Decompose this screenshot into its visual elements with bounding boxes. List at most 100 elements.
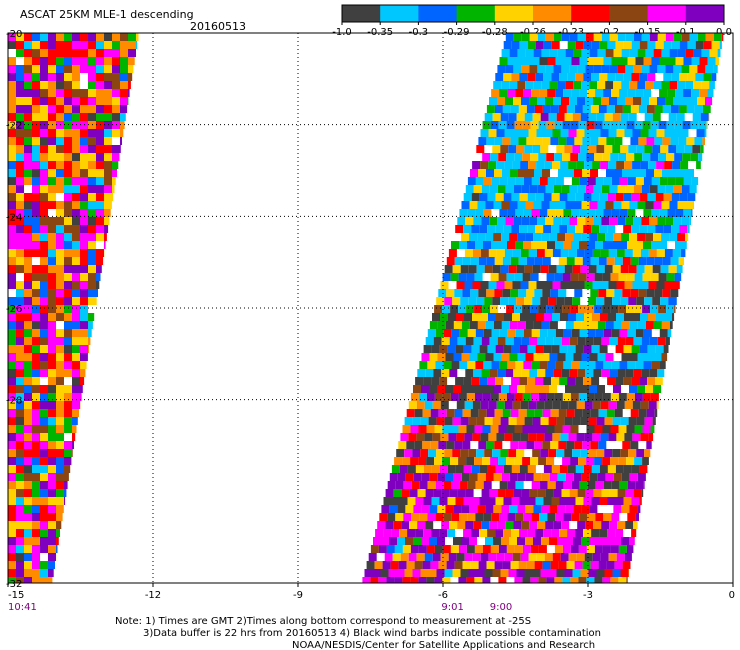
swath-cell [526,561,535,569]
x-tick-label: 0 [729,590,735,601]
swath-cell [72,257,80,265]
swath-cell [624,553,632,561]
time-labels: 10:41 9:01 9:00 [8,602,512,613]
swath-cell [614,561,623,569]
swath-cell [599,73,608,81]
swath-cell [663,345,669,353]
swath-cell [96,265,102,273]
swath-cell [40,577,48,583]
swath-cell [575,377,584,385]
swath-cell [486,561,495,569]
swath-cell [480,313,488,321]
swath-cell [16,65,24,73]
swath-cell [599,529,608,537]
swath-cell [559,345,568,353]
swath-cell [455,345,464,353]
swath-cell [471,497,480,505]
swath-cell [697,97,705,105]
swath-cell [553,33,562,41]
swath-cell [489,97,497,105]
swath-cell [72,41,80,49]
swath-cell [511,193,520,201]
swath-cell [600,161,609,169]
swath-cell [557,353,566,361]
swath-cell [540,449,549,457]
swath-cell [635,513,639,521]
swath-cell [525,505,534,513]
swath-cell [632,313,640,321]
swath-cell [599,225,608,233]
swath-cell [56,241,64,249]
swath-cell [596,145,605,153]
swath-cell [72,161,80,169]
swath-cell [667,57,676,65]
map-grid [8,33,733,583]
swath-cell [80,353,88,361]
swath-cell [558,441,567,449]
swath-cell [40,385,48,393]
swath-cell [492,297,501,305]
swath-cell [48,233,56,241]
swath-cell [504,129,513,137]
swath-cell [24,401,32,409]
swath-cell [485,201,494,209]
swath-cell [48,65,56,73]
swath-cell [620,145,629,153]
swath-cell [417,489,426,497]
swath-cell [488,281,497,289]
swath-cell [88,289,96,297]
swath-cell [627,513,636,521]
swath-cell [598,441,607,449]
swath-cell [479,529,488,537]
swath-cell [96,73,104,81]
swath-cell [541,385,549,393]
swath-cell [556,265,565,273]
swath-cell [506,305,515,313]
swath-cell [594,121,603,129]
swath-cell [674,305,676,313]
swath-cell [120,89,128,97]
swath-cell [708,113,710,121]
swath-cell [579,329,588,337]
swath-cell [603,57,612,65]
swath-cell [471,529,480,537]
swath-cell [574,561,583,569]
swath-cell [653,81,662,89]
swath-cell [585,217,594,225]
swath-cell [627,241,635,249]
swath-cell [565,49,574,57]
swath-cell [471,377,480,385]
swath-cell [80,305,88,313]
swath-cell [597,201,606,209]
swath-cell [416,553,425,561]
swath-cell [524,569,533,577]
swath-cell [629,201,638,209]
swath-cell [465,369,474,377]
swath-cell [702,105,711,113]
swath-cell [533,353,542,361]
swath-cell [531,513,540,521]
time-label: 9:01 [441,602,463,613]
swath-cell [563,209,572,217]
swath-cell [504,401,513,409]
swath-cell [563,241,571,249]
swath-cell [96,145,104,153]
swath-cell [618,305,627,313]
swath-cell [640,313,648,321]
swath-cell [689,33,698,41]
swath-cell [473,337,482,345]
swath-cell [80,337,88,345]
swath-cell [601,489,610,497]
swath-cell [636,145,645,153]
swath-cell [564,417,573,425]
swath-cell [583,529,592,537]
swath-cell [8,393,16,401]
swath-cell [483,329,492,337]
swath-cell [570,121,579,129]
swath-cell [494,257,503,265]
swath-cell [32,281,40,289]
swath-cell [580,145,589,153]
swath-cell [608,401,617,409]
swath-cell [104,81,112,89]
swath-cell [385,521,394,529]
